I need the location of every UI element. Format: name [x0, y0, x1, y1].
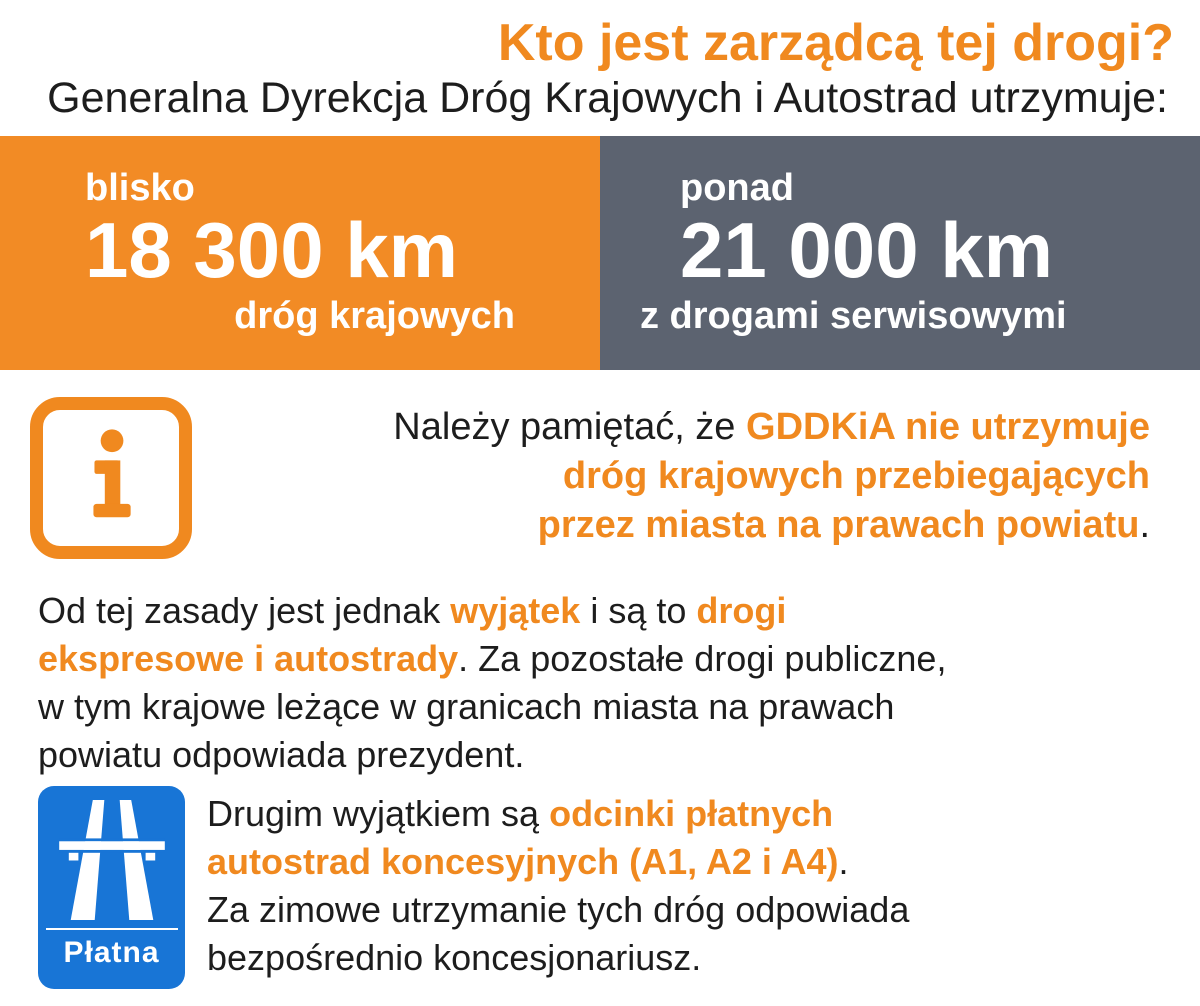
stat-label: dróg krajowych — [234, 295, 515, 338]
stat-label: z drogami serwisowymi — [640, 295, 1067, 338]
stat-qualifier: ponad — [680, 167, 794, 210]
note-highlight: dróg krajowych przebiegających — [562, 455, 1150, 498]
toll-paragraph: Drugim wyjątkiem są odcinki płatnych aut… — [207, 790, 909, 989]
note-highlight: GDDKiA nie utrzymuje — [746, 406, 1150, 449]
sign-label: Płatna — [63, 936, 160, 970]
toll-section: Płatna Drugim wyjątkiem są odcinki płatn… — [0, 786, 1200, 990]
toll-motorway-sign-icon: Płatna — [38, 786, 185, 990]
paragraph-highlight: odcinki płatnych — [549, 793, 834, 835]
info-icon — [30, 397, 192, 560]
stat-qualifier: blisko — [85, 167, 195, 210]
note-paragraph: Należy pamiętać, że GDDKiA nie utrzymuje… — [192, 403, 1200, 559]
paragraph-highlight: autostrad koncesyjnych (A1, A2 i A4) — [207, 841, 839, 883]
page-title: Kto jest zarządcą tej drogi? — [497, 14, 1174, 72]
sign-divider — [45, 928, 178, 931]
paragraph-text: i są to — [580, 590, 697, 632]
note-text: Należy pamiętać, że — [393, 406, 747, 449]
paragraph-text: bezpośrednio koncesjonariusz. — [207, 937, 702, 979]
motorway-symbol-icon — [58, 800, 165, 921]
paragraph-text: w tym krajowe leżące w granicach miasta … — [38, 686, 895, 728]
stat-value: 18 300 km — [85, 206, 458, 295]
page-subtitle: Generalna Dyrekcja Dróg Krajowych i Auto… — [47, 74, 1168, 123]
info-icon-glyph — [93, 429, 131, 518]
paragraph-text: . — [838, 841, 849, 883]
stat-with-service-roads: ponad 21 000 km z drogami serwisowymi — [600, 136, 1200, 371]
stats-row: blisko 18 300 km dróg krajowych ponad 21… — [0, 136, 1200, 371]
note-highlight: przez miasta na prawach powiatu — [537, 504, 1140, 547]
paragraph-text: Za zimowe utrzymanie tych dróg odpowiada — [207, 889, 910, 931]
paragraph-text: powiatu odpowiada prezydent. — [38, 734, 525, 776]
paragraph-text: Od tej zasady jest jednak — [38, 590, 451, 632]
stat-value: 21 000 km — [680, 206, 1053, 295]
paragraph-text: . Za pozostałe drogi publiczne, — [458, 638, 947, 680]
paragraph-highlight: ekspresowe i autostrady — [38, 638, 459, 680]
note-text: . — [1139, 504, 1150, 547]
paragraph-highlight: wyjątek — [450, 590, 581, 632]
exception-paragraph: Od tej zasady jest jednak wyjątek i są t… — [38, 587, 1162, 779]
info-note-row: Należy pamiętać, że GDDKiA nie utrzymuje… — [0, 397, 1200, 560]
paragraph-highlight: drogi — [696, 590, 787, 632]
paragraph-text: Drugim wyjątkiem są — [207, 793, 550, 835]
stat-national-roads: blisko 18 300 km dróg krajowych — [0, 136, 600, 371]
